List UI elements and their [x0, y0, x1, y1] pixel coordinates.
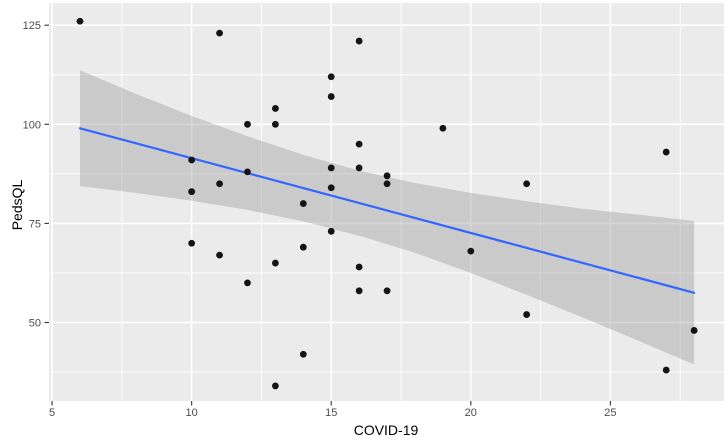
regression-line [78, 127, 696, 294]
data-point [383, 287, 391, 295]
data-point [327, 184, 335, 192]
data-point [355, 140, 363, 148]
data-point [76, 17, 84, 25]
data-point [271, 120, 279, 128]
data-point [327, 73, 335, 81]
data-point [327, 93, 335, 100]
data-point [327, 164, 335, 172]
data-point [244, 168, 251, 176]
x-axis-title: COVID-19 [353, 422, 419, 438]
data-point [244, 279, 251, 287]
data-point [216, 180, 223, 188]
data-point [690, 327, 698, 334]
grid-minor [49, 3, 724, 401]
data-point [299, 200, 307, 207]
data-point [662, 366, 670, 374]
data-point [271, 105, 279, 112]
y-tick-label: 125 [23, 20, 41, 32]
y-tick-label: 50 [29, 318, 41, 330]
data-point [662, 148, 670, 156]
data-point [188, 188, 196, 196]
axis-ticks [44, 24, 611, 406]
data-point [299, 243, 307, 251]
data-point [467, 247, 475, 255]
data-point [439, 124, 447, 132]
data-point [523, 311, 531, 318]
x-tick-label: 25 [604, 407, 616, 419]
data-point [271, 382, 279, 390]
data-point [327, 227, 335, 235]
y-tick-label: 100 [23, 119, 41, 131]
data-point [355, 37, 363, 45]
data-point [355, 287, 363, 295]
data-point [188, 156, 196, 164]
grid-major [49, 3, 724, 401]
data-points [76, 17, 698, 390]
data-point [383, 172, 391, 180]
data-point [216, 29, 223, 37]
x-tick-label: 15 [325, 407, 337, 419]
data-point [523, 180, 531, 188]
plot-panel [49, 3, 724, 401]
y-tick-label: 75 [29, 218, 41, 230]
x-tick-label: 5 [49, 407, 55, 419]
x-tick-label: 20 [465, 407, 477, 419]
data-point [299, 350, 307, 358]
data-point [383, 180, 391, 188]
x-tick-label: 10 [186, 407, 198, 419]
confidence-band [79, 70, 695, 365]
data-point [244, 120, 251, 128]
axis-tick-labels: 5 10 15 20 25 50 75 100 125 [23, 20, 617, 419]
data-point [355, 164, 363, 172]
data-point [216, 251, 223, 259]
data-point [188, 239, 196, 247]
data-point [355, 263, 363, 271]
data-point [271, 259, 279, 267]
y-axis-title: PedsQL [9, 179, 25, 231]
